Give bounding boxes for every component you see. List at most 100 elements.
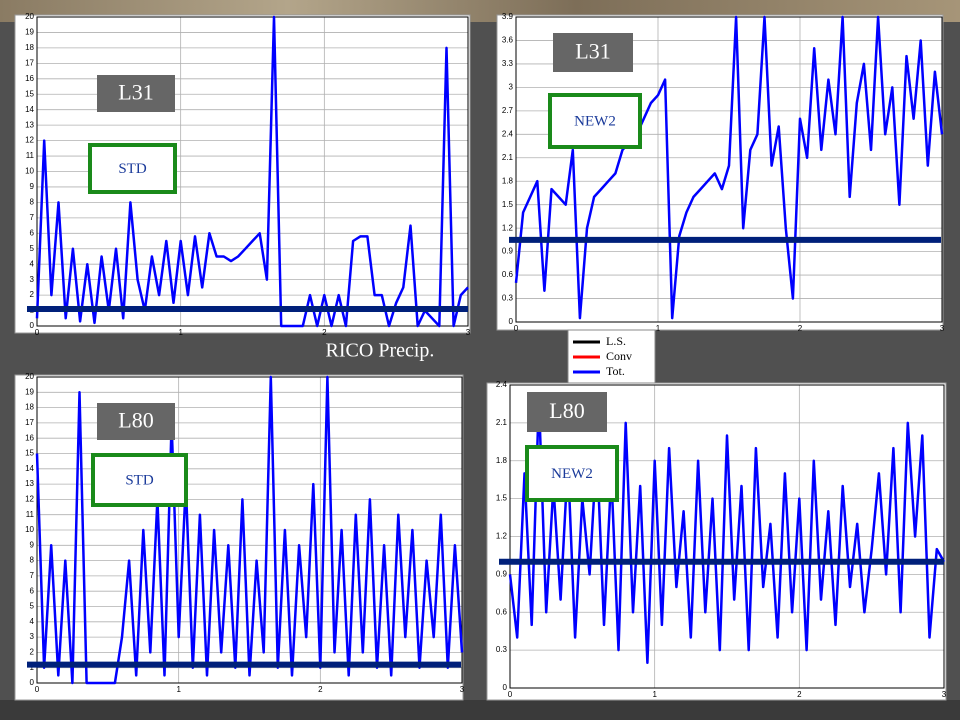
y-tick-label: 12: [25, 495, 34, 504]
y-tick-label: 0.9: [502, 247, 514, 256]
y-tick-label: 0.3: [496, 645, 508, 654]
y-tick-label: 16: [25, 433, 34, 442]
y-tick-label: 0: [509, 317, 514, 326]
scheme-label: STD: [125, 472, 154, 488]
y-tick-label: 1.8: [496, 456, 508, 465]
y-tick-label: 8: [30, 198, 35, 207]
y-tick-label: 0.9: [496, 569, 508, 578]
level-label: L80: [118, 408, 153, 433]
scheme-label: STD: [118, 161, 147, 177]
bottom-strip: [0, 700, 960, 720]
y-tick-label: 10: [25, 167, 34, 176]
y-tick-label: 0: [30, 678, 35, 687]
caption: RICO Precip.: [326, 340, 435, 362]
plot-border: [515, 16, 943, 323]
scheme-box: [548, 93, 642, 149]
y-tick-label: 2.1: [502, 153, 514, 162]
y-tick-label: 0.6: [502, 270, 514, 279]
y-tick-label: 7: [30, 213, 35, 222]
y-tick-label: 10: [25, 525, 34, 534]
scheme-box: [525, 445, 619, 502]
y-tick-label: 11: [26, 510, 35, 519]
y-tick-label: 0: [30, 321, 35, 330]
y-tick-label: 2: [30, 648, 35, 657]
y-tick-label: 6: [30, 228, 35, 237]
x-tick-label: 1: [652, 690, 657, 699]
y-tick-label: 9: [30, 540, 35, 549]
y-tick-label: 7: [30, 571, 35, 580]
y-tick-label: 3.6: [502, 36, 514, 45]
y-tick-label: 2: [30, 290, 35, 299]
x-tick-label: 0: [508, 690, 513, 699]
y-tick-label: 14: [25, 105, 34, 114]
y-tick-label: 18: [25, 403, 34, 412]
y-tick-label: 13: [25, 120, 34, 129]
legend-label: Tot.: [606, 364, 625, 378]
y-tick-label: 0.6: [496, 607, 508, 616]
scheme-label: NEW2: [574, 113, 616, 129]
y-tick-label: 19: [25, 28, 34, 37]
x-tick-label: 3: [466, 328, 471, 337]
plot-border: [36, 16, 469, 327]
y-tick-label: 18: [25, 43, 34, 52]
scheme-box: [88, 143, 177, 194]
y-tick-label: 1.2: [496, 532, 508, 541]
y-tick-label: 15: [25, 89, 34, 98]
x-tick-label: 2: [798, 324, 803, 333]
x-tick-label: 0: [35, 328, 40, 337]
x-tick-label: 1: [178, 328, 183, 337]
x-tick-label: 3: [940, 324, 945, 333]
x-tick-label: 1: [656, 324, 661, 333]
y-tick-label: 1.2: [502, 223, 514, 232]
x-tick-label: 2: [318, 685, 323, 694]
y-tick-label: 1.5: [496, 494, 508, 503]
y-tick-label: 16: [25, 74, 34, 83]
level-box: [97, 403, 175, 440]
plot-border: [509, 384, 945, 689]
legend-label: Conv: [606, 349, 632, 363]
data-line: [35, 375, 464, 685]
level-box: [553, 33, 633, 72]
y-tick-label: 13: [25, 479, 34, 488]
x-tick-label: 0: [35, 685, 40, 694]
level-label: L80: [549, 398, 584, 423]
y-tick-label: 4: [30, 259, 35, 268]
y-tick-label: 8: [30, 556, 35, 565]
y-tick-label: 5: [30, 602, 35, 611]
y-tick-label: 11: [26, 151, 35, 160]
y-tick-label: 15: [25, 449, 34, 458]
y-tick-label: 3: [30, 275, 35, 284]
y-tick-label: 6: [30, 586, 35, 595]
y-tick-label: 5: [30, 244, 35, 253]
x-tick-label: 2: [797, 690, 802, 699]
legend-label: L.S.: [606, 334, 626, 348]
y-tick-label: 12: [25, 136, 34, 145]
y-tick-label: 2.7: [502, 106, 514, 115]
level-box: [97, 75, 175, 112]
y-tick-label: 3.3: [502, 59, 514, 68]
plot-frame: [14, 14, 471, 334]
scheme-label: NEW2: [551, 466, 593, 482]
y-tick-label: 20: [25, 372, 34, 381]
x-tick-label: 1: [176, 685, 181, 694]
x-tick-label: 3: [460, 685, 465, 694]
plot-frame: [14, 374, 464, 701]
y-tick-label: 1.5: [502, 200, 514, 209]
y-tick-label: 19: [25, 387, 34, 396]
level-label: L31: [575, 39, 610, 64]
y-tick-label: 14: [25, 464, 34, 473]
x-tick-label: 0: [514, 324, 519, 333]
scheme-box: [91, 453, 188, 507]
y-tick-label: 9: [30, 182, 35, 191]
y-tick-label: 2.4: [502, 129, 514, 138]
y-tick-label: 20: [25, 12, 34, 21]
level-box: [527, 392, 607, 432]
level-label: L31: [118, 80, 153, 105]
y-tick-label: 17: [25, 58, 34, 67]
x-tick-label: 3: [942, 690, 947, 699]
plot-border: [36, 376, 463, 684]
data-line: [514, 15, 944, 320]
y-tick-label: 0: [503, 683, 508, 692]
